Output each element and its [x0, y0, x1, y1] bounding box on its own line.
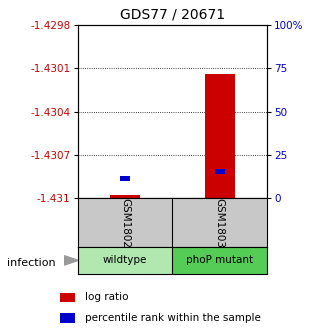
- Text: percentile rank within the sample: percentile rank within the sample: [85, 313, 261, 323]
- Bar: [172, 247, 267, 274]
- Text: phoP mutant: phoP mutant: [186, 255, 253, 265]
- Text: log ratio: log ratio: [85, 292, 128, 302]
- Bar: [205, 74, 235, 198]
- Bar: [120, 176, 130, 181]
- Text: GSM1802: GSM1802: [120, 198, 130, 248]
- Text: infection: infection: [7, 258, 55, 268]
- Text: wildtype: wildtype: [103, 255, 147, 265]
- Bar: [78, 247, 172, 274]
- Bar: [60, 293, 75, 302]
- Text: GSM1803: GSM1803: [215, 198, 225, 248]
- Title: GDS77 / 20671: GDS77 / 20671: [120, 7, 225, 21]
- Bar: [60, 313, 75, 323]
- Bar: [215, 169, 225, 174]
- Polygon shape: [64, 256, 78, 265]
- Bar: [78, 198, 267, 247]
- Bar: [110, 195, 140, 198]
